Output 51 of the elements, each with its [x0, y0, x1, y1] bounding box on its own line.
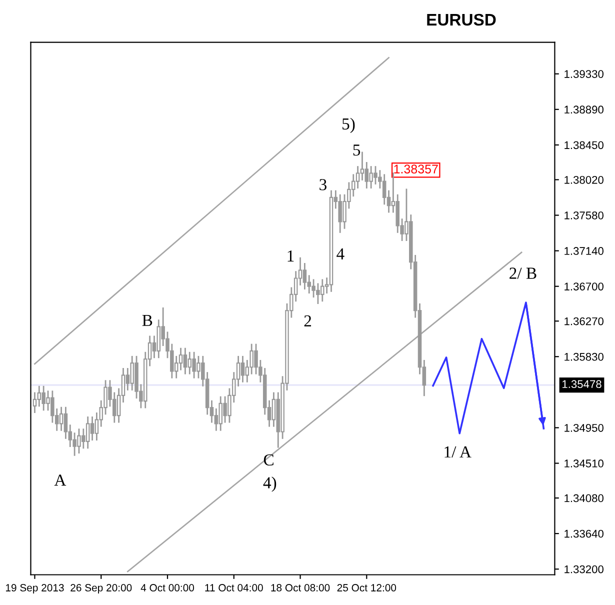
y-tick-label: 1.33200: [564, 565, 604, 574]
line-series: [432, 302, 545, 434]
x-tick-label: 11 Oct 04:00: [205, 584, 263, 592]
chart-title: EURUSD: [427, 14, 496, 26]
candlestick: [302, 263, 307, 290]
annotation: A: [54, 474, 66, 486]
candlestick: [364, 162, 369, 188]
x-tick-label: 4 Oct 00:00: [140, 584, 194, 592]
annotation: 5): [342, 118, 355, 133]
y-tick-label: 1.38450: [564, 141, 604, 150]
candlestick: [360, 152, 364, 180]
candlestick: [32, 392, 37, 414]
candlestick: [356, 166, 360, 188]
y-tick-label: 1.37140: [564, 247, 604, 255]
annotation: 1: [288, 250, 294, 262]
ref-line-label: 1.35478: [562, 380, 602, 388]
x-tick-label: 18 Oct 08:00: [271, 584, 330, 592]
annotation: 2: [304, 315, 312, 326]
candlestick: [90, 416, 94, 441]
annotation: 3: [320, 179, 326, 190]
annotation: 1/ A: [444, 446, 472, 458]
y-tick-label: 1.38890: [564, 106, 604, 114]
candlestick: [188, 352, 192, 374]
x-tick-label: 26 Sep 20:00: [70, 584, 132, 594]
y-tick-label: 1.35830: [564, 352, 604, 361]
annotation: 1.38357: [394, 164, 438, 174]
y-tick-label: 1.39330: [564, 70, 604, 78]
candlestick: [86, 416, 90, 449]
y-tick-label: 1.36700: [564, 282, 604, 290]
candlestick: [240, 356, 245, 382]
annotation: C: [264, 454, 274, 466]
x-tick-label: 19 Sep 2013: [6, 584, 64, 594]
y-tick-label: 1.37580: [564, 212, 604, 220]
candlestick: [59, 406, 64, 431]
x-tick-label: 25 Oct 12:00: [337, 584, 396, 592]
annotation: 4: [336, 248, 344, 260]
annotation: B: [142, 314, 152, 326]
candlestick: [37, 386, 42, 407]
y-tick-label: 1.34510: [564, 460, 604, 468]
candlestick: [178, 348, 183, 370]
annotation: 2/ B: [510, 268, 536, 279]
y-tick-label: 1.34950: [564, 424, 604, 432]
candlestick: [183, 348, 188, 374]
y-tick-label: 1.34080: [564, 494, 604, 502]
y-tick-label: 1.33640: [564, 530, 604, 538]
y-tick-label: 1.38020: [564, 176, 604, 184]
annotation: 4): [263, 476, 276, 492]
annotation: 5: [353, 144, 360, 156]
y-tick-label: 1.36270: [564, 317, 604, 326]
candlestick: [382, 174, 386, 205]
candlestick: [64, 406, 68, 439]
